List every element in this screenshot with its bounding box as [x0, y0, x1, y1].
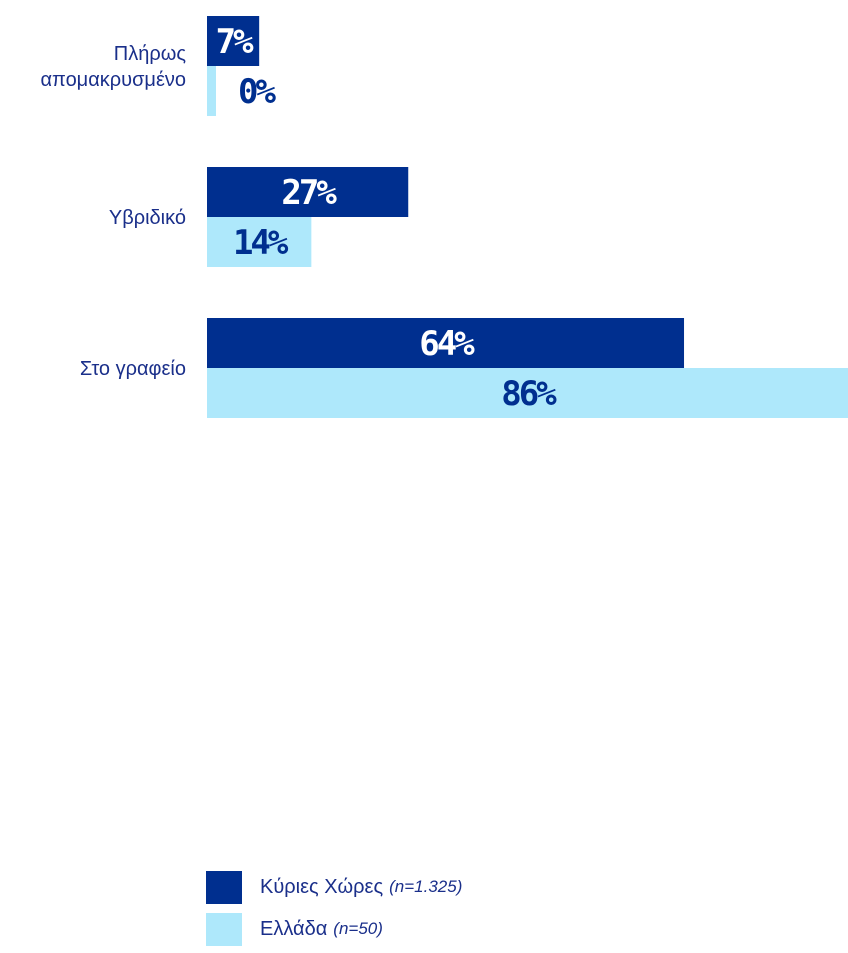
- legend-item-greece: Ελλάδα (n=50): [206, 911, 462, 947]
- value-label-greece-office: 86%: [501, 374, 557, 414]
- legend-item-main-countries: Κύριες Χώρες (n=1.325): [206, 869, 462, 905]
- bar-main-countries-remote: [207, 16, 260, 66]
- category-label-office: Στο γραφείο: [80, 358, 186, 380]
- legend-label-main-countries: Κύριες Χώρες: [260, 875, 384, 898]
- category-label-remote-line1: Πλήρως: [114, 43, 187, 65]
- legend-note-main-countries: (n=1.325): [389, 877, 463, 896]
- legend-note-greece: (n=50): [333, 919, 383, 938]
- legend-swatch-main-countries: [206, 870, 242, 904]
- value-label-main-countries-office: 64%: [419, 324, 475, 364]
- value-label-greece-remote: 0%: [238, 72, 276, 112]
- value-label-greece-hybrid: 14%: [233, 223, 289, 263]
- legend-swatch-greece: [206, 912, 242, 946]
- bar-greece-remote: [207, 66, 216, 116]
- bar-greece-hybrid: [207, 217, 312, 267]
- value-label-main-countries-hybrid: 27%: [281, 173, 337, 213]
- legend-label-greece: Ελλάδα: [260, 917, 328, 940]
- category-label-remote-line2: απομακρυσμένο: [40, 69, 186, 91]
- value-label-main-countries-remote: 7%: [216, 22, 254, 62]
- category-label-hybrid: Υβριδικό: [109, 207, 186, 229]
- bar-main-countries-hybrid: [207, 167, 409, 217]
- legend: Κύριες Χώρες (n=1.325) Ελλάδα (n=50): [206, 869, 462, 953]
- bar-greece-office: [207, 368, 848, 418]
- bar-main-countries-office: [207, 318, 685, 368]
